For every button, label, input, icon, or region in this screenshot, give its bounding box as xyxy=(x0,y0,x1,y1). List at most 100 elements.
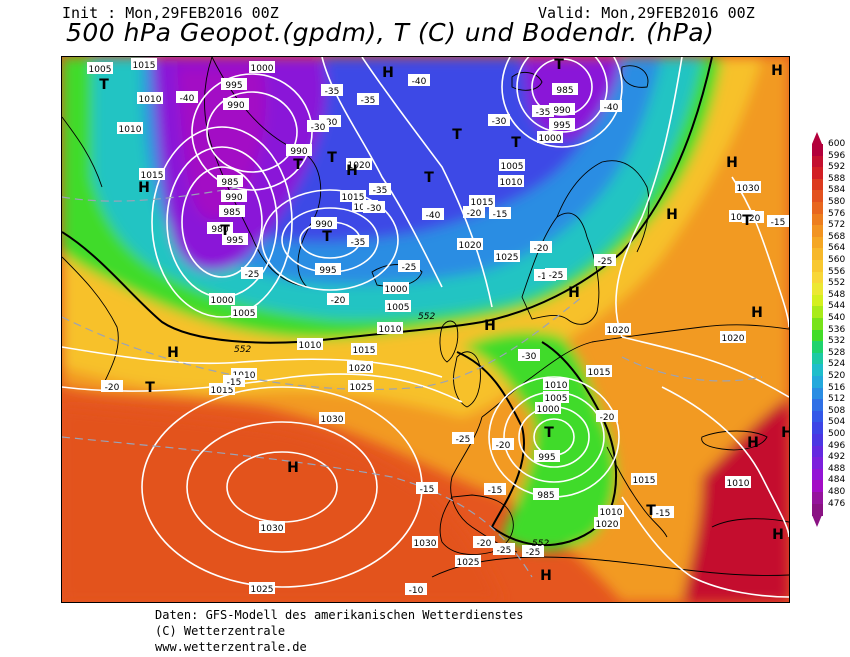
svg-text:985: 985 xyxy=(537,491,554,501)
svg-text:-20: -20 xyxy=(477,539,492,549)
pressure-label: 1020 xyxy=(346,158,372,171)
svg-text:-15: -15 xyxy=(227,378,242,388)
high-pressure-marker: H xyxy=(772,527,784,543)
svg-text:1015: 1015 xyxy=(342,193,365,203)
legend-swatch xyxy=(812,445,823,458)
svg-text:985: 985 xyxy=(221,178,238,188)
geopotential-label: 552 xyxy=(418,312,435,322)
high-pressure-marker: H xyxy=(771,63,783,79)
svg-text:1000: 1000 xyxy=(211,296,234,306)
legend-label: 600 xyxy=(828,139,846,149)
svg-text:1015: 1015 xyxy=(471,198,494,208)
geopotential-label: 552 xyxy=(234,345,251,355)
legend-swatch xyxy=(812,434,823,446)
init-time: Init : Mon,29FEB2016 00Z xyxy=(62,4,279,22)
svg-text:-20: -20 xyxy=(105,383,120,393)
low-pressure-marker: T xyxy=(220,223,230,239)
svg-text:1015: 1015 xyxy=(633,476,656,486)
svg-text:-15: -15 xyxy=(771,218,786,228)
legend-label: 592 xyxy=(828,162,846,173)
legend-swatch xyxy=(812,318,823,330)
pressure-label: 1025 xyxy=(348,380,374,393)
svg-text:-25: -25 xyxy=(598,257,613,267)
svg-text:-20: -20 xyxy=(496,441,511,451)
high-pressure-marker: H xyxy=(287,460,299,476)
svg-text:1020: 1020 xyxy=(348,161,371,171)
pressure-label: 1015 xyxy=(631,473,657,486)
temperature-label: -35 xyxy=(321,84,343,97)
pressure-centers: HHHHHHHHHHHHHHHTTTTTTTTTTTTT xyxy=(99,57,789,584)
svg-text:1020: 1020 xyxy=(459,241,482,251)
svg-text:1010: 1010 xyxy=(545,381,568,391)
legend-label: 484 xyxy=(828,475,846,486)
svg-text:1000: 1000 xyxy=(385,285,408,295)
low-pressure-marker: T xyxy=(293,157,303,173)
temperature-label: -15 xyxy=(223,375,245,388)
map-title: 500 hPa Geopot.(gpdm), T (C) und Bodendr… xyxy=(66,18,715,47)
geopotential-label: 552 xyxy=(532,539,549,549)
pressure-label: 980 xyxy=(207,222,233,235)
high-pressure-marker: H xyxy=(540,568,552,584)
legend-label: 520 xyxy=(828,371,846,381)
legend-swatch xyxy=(812,167,823,180)
svg-text:-15: -15 xyxy=(656,509,671,519)
svg-text:-25: -25 xyxy=(549,271,564,281)
svg-text:990: 990 xyxy=(315,220,332,230)
footer-copyright: (C) Wetterzentrale xyxy=(155,624,286,638)
temperature-labels: -40-35-30-40-35-30-35-40-30-35-25-20-25-… xyxy=(101,74,789,596)
pressure-label: 1015 xyxy=(131,58,157,71)
temperature-label: -35 xyxy=(357,93,379,106)
svg-text:-20: -20 xyxy=(534,244,549,254)
legend-swatch xyxy=(812,376,823,388)
legend-label: 540 xyxy=(828,313,846,323)
svg-text:-15: -15 xyxy=(488,486,503,496)
pressure-label: 995 xyxy=(549,118,575,131)
legend-label: 500 xyxy=(828,429,846,439)
low-pressure-marker: T xyxy=(511,135,521,151)
svg-text:-25: -25 xyxy=(497,546,512,556)
svg-text:1010: 1010 xyxy=(139,95,162,105)
low-pressure-marker: T xyxy=(544,425,554,441)
svg-text:985: 985 xyxy=(223,208,240,218)
pressure-label: 1030 xyxy=(412,536,438,549)
svg-text:-20: -20 xyxy=(746,214,761,224)
temperature-label: -15 xyxy=(484,483,506,496)
svg-text:-25: -25 xyxy=(456,435,471,445)
legend-label: 532 xyxy=(828,336,846,347)
svg-text:-25: -25 xyxy=(402,263,417,273)
svg-text:-15: -15 xyxy=(493,210,508,220)
legend-swatch xyxy=(812,190,823,203)
svg-text:1030: 1030 xyxy=(414,539,437,549)
legend-swatch xyxy=(812,306,823,319)
temperature-label: -20 xyxy=(742,211,764,224)
svg-text:1005: 1005 xyxy=(387,303,410,313)
svg-text:990: 990 xyxy=(227,101,244,111)
svg-text:1030: 1030 xyxy=(737,184,760,194)
temperature-label: -25 xyxy=(452,432,474,445)
pressure-label: 1010 xyxy=(543,378,569,391)
legend-label: 516 xyxy=(828,382,846,393)
svg-text:1000: 1000 xyxy=(539,134,562,144)
low-pressure-marker: T xyxy=(327,150,337,166)
temperature-label: -25 xyxy=(594,254,616,267)
legend-label: 560 xyxy=(828,255,846,265)
legend-swatch xyxy=(812,248,823,261)
svg-text:1025: 1025 xyxy=(496,253,519,263)
legend-swatch xyxy=(812,260,823,272)
temperature-label: -15 xyxy=(652,506,674,519)
legend-swatch xyxy=(812,503,823,516)
temperature-label: -35 xyxy=(532,105,554,118)
footer-data-source: Daten: GFS-Modell des amerikanischen Wet… xyxy=(155,608,524,622)
svg-text:-40: -40 xyxy=(426,211,441,221)
temperature-label: -20 xyxy=(596,410,618,423)
pressure-label: 1015 xyxy=(586,365,612,378)
svg-text:985: 985 xyxy=(556,86,573,96)
svg-text:995: 995 xyxy=(538,453,555,463)
temperature-label: -20 xyxy=(530,241,552,254)
legend-label: 584 xyxy=(828,185,846,196)
temperature-label: -35 xyxy=(347,235,369,248)
svg-text:-25: -25 xyxy=(526,548,541,558)
temperature-label: -25 xyxy=(522,545,544,558)
svg-text:1005: 1005 xyxy=(501,162,524,172)
pressure-label: 1010 xyxy=(297,338,323,351)
